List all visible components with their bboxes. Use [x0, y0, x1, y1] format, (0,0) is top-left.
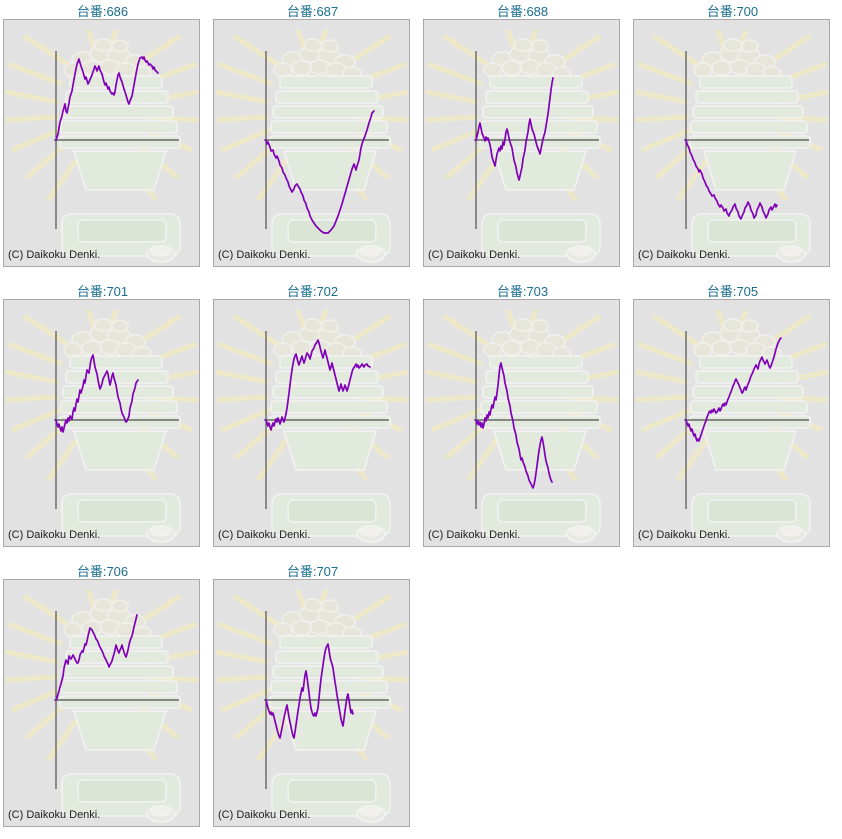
slump-chart	[4, 300, 199, 546]
pachinko-tray-watermark	[216, 310, 408, 542]
machine-title[interactable]: 台番:706	[76, 564, 129, 579]
copyright-label: (C) Daikoku Denki.	[218, 529, 311, 541]
slump-chart	[214, 300, 409, 546]
chart-box: (C) Daikoku Denki.	[3, 299, 200, 547]
machine-panel: 台番:686 (C) Daikoku Denki.	[3, 0, 202, 272]
pachinko-tray-watermark	[6, 310, 198, 542]
pachinko-tray-watermark	[216, 30, 408, 262]
slump-line	[265, 110, 375, 234]
slump-chart	[214, 20, 409, 266]
pachinko-tray-watermark	[6, 590, 198, 822]
chart-box: (C) Daikoku Denki.	[3, 579, 200, 827]
chart-box: (C) Daikoku Denki.	[423, 299, 620, 547]
machine-panel: 台番:701 (C) Daikoku Denki.	[3, 280, 202, 552]
copyright-label: (C) Daikoku Denki.	[8, 809, 101, 821]
chart-box: (C) Daikoku Denki.	[633, 299, 830, 547]
machine-title[interactable]: 台番:705	[706, 284, 759, 299]
copyright-label: (C) Daikoku Denki.	[8, 249, 101, 261]
pachinko-tray-watermark	[426, 310, 618, 542]
chart-box: (C) Daikoku Denki.	[213, 579, 410, 827]
chart-box: (C) Daikoku Denki.	[423, 19, 620, 267]
slump-chart	[4, 20, 199, 266]
machine-title[interactable]: 台番:707	[286, 564, 339, 579]
machine-panel: 台番:688 (C) Daikoku Denki.	[423, 0, 622, 272]
machine-title[interactable]: 台番:702	[286, 284, 339, 299]
machine-title[interactable]: 台番:701	[76, 284, 129, 299]
slump-line	[265, 643, 354, 739]
machine-title[interactable]: 台番:703	[496, 284, 549, 299]
copyright-label: (C) Daikoku Denki.	[218, 249, 311, 261]
slump-chart	[424, 300, 619, 546]
slump-line	[475, 362, 553, 489]
slump-line	[685, 139, 778, 220]
copyright-label: (C) Daikoku Denki.	[638, 529, 731, 541]
machine-panel: 台番:702 (C) Daikoku Denki.	[213, 280, 412, 552]
chart-box: (C) Daikoku Denki.	[213, 19, 410, 267]
slump-line	[265, 339, 371, 431]
machine-title[interactable]: 台番:688	[496, 4, 549, 19]
machine-title[interactable]: 台番:700	[706, 4, 759, 19]
machine-panel: 台番:706 (C) Daikoku Denki.	[3, 560, 202, 832]
machine-panel: 台番:703 (C) Daikoku Denki.	[423, 280, 622, 552]
slump-chart	[4, 580, 199, 826]
slump-chart	[214, 580, 409, 826]
machine-panel: 台番:687 (C) Daikoku Denki.	[213, 0, 412, 272]
slump-line	[55, 614, 138, 701]
chart-box: (C) Daikoku Denki.	[3, 19, 200, 267]
copyright-label: (C) Daikoku Denki.	[8, 529, 101, 541]
machine-panel: 台番:705 (C) Daikoku Denki.	[633, 280, 832, 552]
slump-line	[475, 77, 554, 181]
machine-panel: 台番:700 (C) Daikoku Denki.	[633, 0, 832, 272]
slump-chart	[634, 20, 829, 266]
copyright-label: (C) Daikoku Denki.	[218, 809, 311, 821]
copyright-label: (C) Daikoku Denki.	[638, 249, 731, 261]
copyright-label: (C) Daikoku Denki.	[428, 529, 521, 541]
slump-chart	[424, 20, 619, 266]
slump-chart	[634, 300, 829, 546]
slump-line	[55, 354, 139, 433]
pachinko-tray-watermark	[6, 30, 198, 262]
machine-title[interactable]: 台番:687	[286, 4, 339, 19]
machine-title[interactable]: 台番:686	[76, 4, 129, 19]
chart-box: (C) Daikoku Denki.	[213, 299, 410, 547]
pachinko-tray-watermark	[216, 590, 408, 822]
machine-panel: 台番:707 (C) Daikoku Denki.	[213, 560, 412, 832]
chart-box: (C) Daikoku Denki.	[633, 19, 830, 267]
pachinko-tray-watermark	[426, 30, 618, 262]
slump-line	[55, 56, 159, 141]
pachinko-tray-watermark	[636, 30, 828, 262]
pachinko-tray-watermark	[636, 310, 828, 542]
slump-line	[685, 337, 782, 442]
copyright-label: (C) Daikoku Denki.	[428, 249, 521, 261]
